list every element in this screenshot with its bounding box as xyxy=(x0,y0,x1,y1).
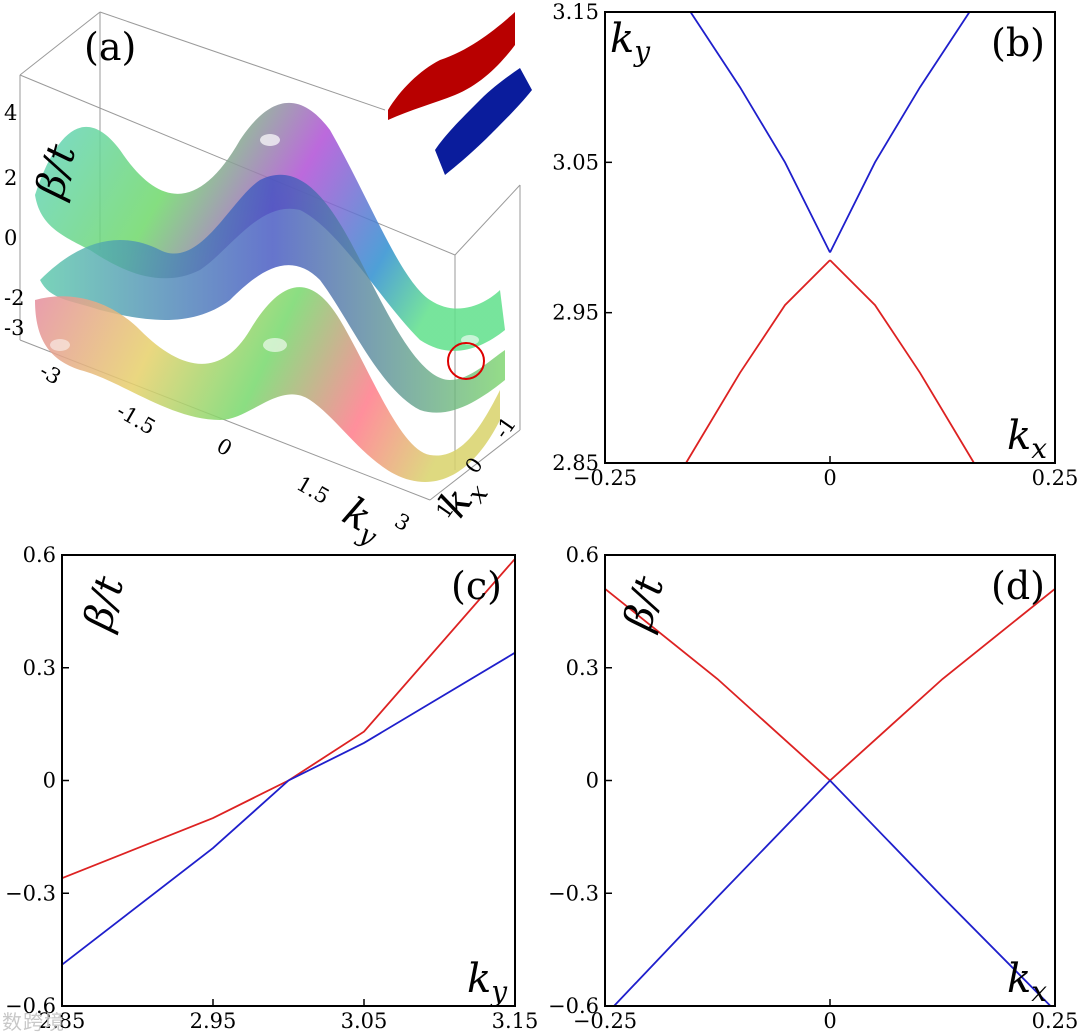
panel-a-ztick-label: -3 xyxy=(4,316,24,340)
panel-a-ztick-label: 4 xyxy=(4,101,17,125)
x-tick-label: −0.25 xyxy=(573,466,637,490)
x-tick-label: 0 xyxy=(823,466,836,490)
x-axis-label: ky xyxy=(467,956,508,1008)
plot-frame xyxy=(604,11,1056,464)
surface-band-lower xyxy=(35,287,500,482)
x-tick-label: −0.25 xyxy=(573,1009,637,1033)
series-line xyxy=(685,259,831,464)
x-tick-label: 0.25 xyxy=(1032,1009,1079,1033)
y-tick-label: 0.3 xyxy=(566,656,599,680)
x-axis-label: kx xyxy=(1007,413,1047,465)
y-axis-label: ky xyxy=(610,16,651,68)
inset-lower-band xyxy=(435,68,532,175)
y-tick-label: 3.15 xyxy=(552,0,599,24)
panel-a-kytick-label: 3 xyxy=(391,509,415,536)
y-tick-label: 2.85 xyxy=(552,451,599,475)
x-tick-label: 2.85 xyxy=(39,1009,86,1033)
panel-a-kytick-label: -1.5 xyxy=(113,399,160,440)
y-tick-label: 0.6 xyxy=(23,543,56,567)
x-tick-label: 0.25 xyxy=(1032,466,1079,490)
series-line xyxy=(613,779,1052,1007)
panel-tag: (d) xyxy=(991,564,1045,608)
series-line xyxy=(604,588,1056,782)
y-tick-label: −0.6 xyxy=(5,994,56,1018)
panel-a-tag: (a) xyxy=(84,25,136,69)
panel-a-kytick-label: -3 xyxy=(36,359,66,390)
series-line xyxy=(829,259,975,464)
panel-d: −0.25 0 0.25 0.6 0.3 0 −0.3 −0.6 (d) β/t kx xyxy=(548,543,1078,1033)
panel-a: (a) β/t 420-2-3 -3-1.501.53 -101 ky kx xyxy=(4,11,532,553)
y-tick-label: 0 xyxy=(586,769,599,793)
x-axis-label: kx xyxy=(1007,956,1047,1008)
panel-a-ztick-label: -2 xyxy=(4,286,24,310)
surface-band-upper xyxy=(35,102,505,351)
degeneracy-circle-marker xyxy=(447,342,485,380)
y-axis-label: β/t xyxy=(75,571,134,637)
y-tick-label: −0.3 xyxy=(5,881,56,905)
watermark: 数跨境 xyxy=(2,1010,65,1034)
panel-a-ztick-label: 0 xyxy=(4,226,17,250)
x-tick-label: 3.05 xyxy=(341,1009,388,1033)
series-line xyxy=(61,558,516,880)
y-tick-label: 0.3 xyxy=(23,656,56,680)
surface-band-middle xyxy=(40,174,505,413)
panel-tag: (c) xyxy=(451,564,502,608)
series-line xyxy=(61,651,516,966)
panel-tag: (b) xyxy=(991,21,1045,65)
series-line xyxy=(829,11,971,253)
panel-a-kytick-label: 1.5 xyxy=(293,472,334,509)
y-axis-label: β/t xyxy=(615,571,674,637)
x-tick-label: 2.95 xyxy=(190,1009,237,1033)
x-tick-label: 3.15 xyxy=(492,1009,539,1033)
panel-a-ztick-label: 2 xyxy=(4,166,17,190)
series-line xyxy=(689,11,831,253)
y-tick-label: 3.05 xyxy=(552,150,599,174)
y-tick-label: −0.6 xyxy=(548,994,599,1018)
panel-c: 2.85 2.95 3.05 3.15 0.6 0.3 0 −0.3 −0.6 (c) β/t ky xyxy=(5,543,538,1033)
y-tick-label: 0.6 xyxy=(566,543,599,567)
y-tick-label: 0 xyxy=(43,769,56,793)
y-tick-label: 2.95 xyxy=(552,301,599,325)
panel-b: −0.25 0 0.25 3.15 3.05 2.95 2.85 (b) ky kx xyxy=(552,0,1078,490)
x-tick-label: 0 xyxy=(823,1009,836,1033)
panel-a-ztick-group: 4 2 0 -2 -3 xyxy=(4,101,24,340)
inset-upper-band xyxy=(388,12,515,120)
panel-a-kylabel: ky xyxy=(333,489,392,553)
panel-a-kytick-label: 0 xyxy=(213,434,237,461)
y-tick-label: −0.3 xyxy=(548,881,599,905)
